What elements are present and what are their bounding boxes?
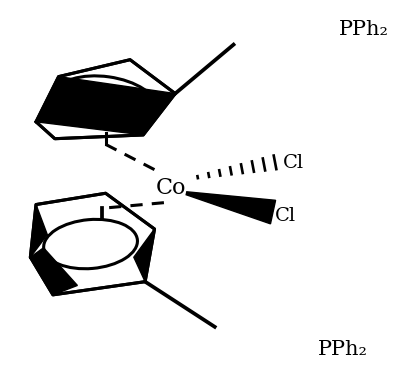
Polygon shape [186,192,276,224]
Polygon shape [30,248,77,295]
Polygon shape [134,229,154,282]
Polygon shape [30,205,47,257]
Text: PPh₂: PPh₂ [318,340,368,359]
Text: Co: Co [156,177,187,199]
Text: PPh₂: PPh₂ [339,20,389,39]
Polygon shape [36,77,175,135]
Text: Cl: Cl [275,207,296,225]
Text: Cl: Cl [282,154,304,172]
